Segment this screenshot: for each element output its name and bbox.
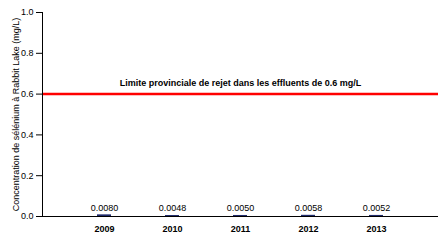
svg-text:0.2: 0.2 [21, 171, 34, 181]
svg-text:2010: 2010 [162, 224, 182, 234]
svg-text:2012: 2012 [298, 224, 318, 234]
svg-text:2013: 2013 [366, 224, 386, 234]
svg-text:1.0: 1.0 [21, 7, 34, 17]
svg-text:2011: 2011 [231, 224, 251, 234]
svg-text:0.0050: 0.0050 [227, 203, 255, 213]
svg-text:0.0052: 0.0052 [363, 203, 391, 213]
svg-text:Concentration de sélénium à Ra: Concentration de sélénium à Rabbit Lake … [11, 18, 21, 212]
svg-text:0.0: 0.0 [21, 211, 34, 221]
svg-text:0.0048: 0.0048 [159, 203, 187, 213]
svg-text:Limite provinciale de rejet da: Limite provinciale de rejet dans les eff… [120, 78, 362, 88]
svg-text:0.0058: 0.0058 [295, 203, 323, 213]
svg-text:0.0080: 0.0080 [91, 203, 119, 213]
svg-text:0.4: 0.4 [21, 130, 34, 140]
svg-text:0.8: 0.8 [21, 48, 34, 58]
svg-text:2009: 2009 [94, 224, 114, 234]
svg-text:0.6: 0.6 [21, 89, 34, 99]
